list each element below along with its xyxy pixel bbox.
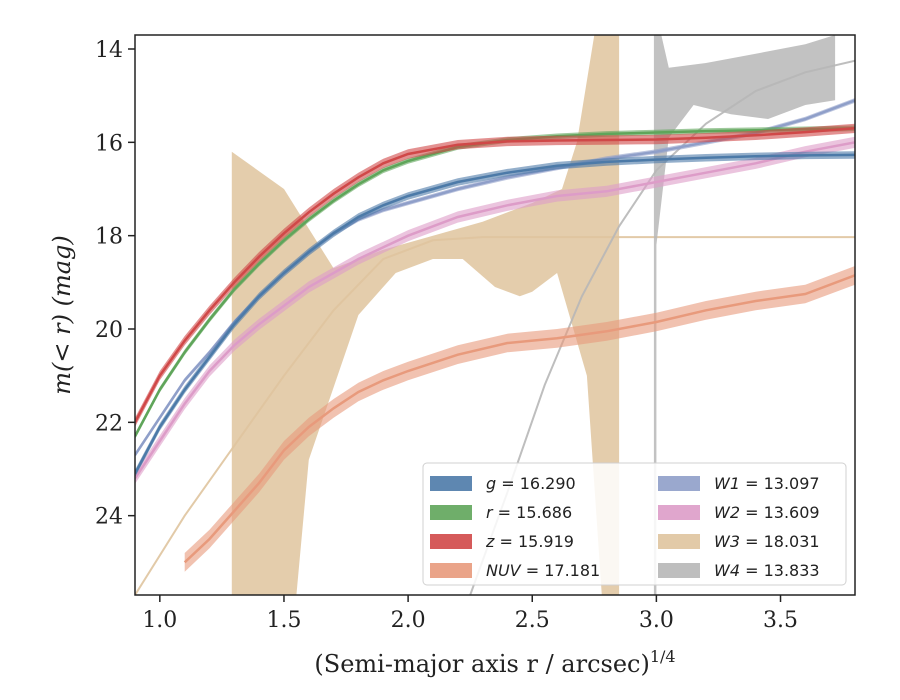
series-g-line bbox=[135, 153, 855, 475]
series-w4-band bbox=[653, 35, 836, 595]
series-w3-line bbox=[135, 236, 855, 595]
x-tick-label: 3.0 bbox=[639, 608, 674, 633]
y-tick-label: 20 bbox=[95, 318, 123, 343]
series-nuv bbox=[183, 266, 855, 572]
series-w1-line bbox=[135, 99, 855, 456]
legend-swatch-w2 bbox=[658, 505, 700, 520]
legend-entry-z: z = 15.919 bbox=[430, 532, 574, 551]
legend-entry-w4: W4 = 13.833 bbox=[658, 561, 820, 580]
x-tick-label: 1.0 bbox=[142, 608, 177, 633]
legend-label-r: r = 15.686 bbox=[486, 503, 572, 522]
legend-label-w2: W2 = 13.609 bbox=[714, 503, 820, 522]
y-tick-label: 24 bbox=[95, 505, 123, 530]
legend-swatch-r bbox=[430, 505, 472, 520]
series-w3-band bbox=[231, 35, 620, 595]
legend-entry-w3: W3 = 18.031 bbox=[658, 532, 820, 551]
legend-swatch-w4 bbox=[658, 563, 700, 578]
legend-frame bbox=[422, 462, 847, 586]
series-layer bbox=[135, 35, 855, 595]
legend-swatch-w3 bbox=[658, 534, 700, 549]
legend-entry-nuv: NUV = 17.181 bbox=[430, 561, 600, 580]
legend-label-w3: W3 = 18.031 bbox=[714, 532, 820, 551]
x-tick-label: 2.0 bbox=[391, 608, 426, 633]
legend-label-z: z = 15.919 bbox=[485, 532, 574, 551]
legend-label-g: g = 16.290 bbox=[486, 474, 576, 493]
legend-label-w4: W4 = 13.833 bbox=[714, 561, 820, 580]
series-g bbox=[135, 151, 855, 478]
ticks-layer: 1.0 1.5 2.0 2.5 3.0 3.5 14 16 18 20 22 24 bbox=[95, 38, 798, 633]
series-r-line bbox=[135, 127, 855, 437]
series-z bbox=[135, 123, 855, 427]
x-tick-label: 1.5 bbox=[266, 608, 301, 633]
y-tick-label: 18 bbox=[95, 225, 123, 250]
x-tick-label: 2.5 bbox=[515, 608, 550, 633]
series-w2 bbox=[135, 136, 855, 484]
y-axis-label: m(< r) (mag) bbox=[48, 235, 76, 394]
legend-entry-g: g = 16.290 bbox=[430, 474, 576, 493]
x-tick-label: 3.5 bbox=[763, 608, 798, 633]
series-r bbox=[135, 125, 855, 440]
plot-frame bbox=[134, 34, 856, 596]
x-axis-label-sup: 1/4 bbox=[650, 647, 676, 666]
legend-swatch-z bbox=[430, 534, 472, 549]
legend-swatch-g bbox=[430, 476, 472, 491]
series-w4 bbox=[469, 35, 855, 595]
x-axis-label-text: (Semi-major axis r / arcsec) bbox=[314, 650, 649, 678]
y-tick-label: 14 bbox=[95, 38, 123, 63]
series-z-line bbox=[135, 127, 855, 423]
series-w4-line bbox=[469, 59, 855, 595]
legend-label-nuv: NUV = 17.181 bbox=[486, 561, 600, 580]
legend-swatch-w1 bbox=[658, 476, 700, 491]
x-axis-label: (Semi-major axis r / arcsec)1/4 bbox=[314, 647, 675, 678]
legend-entry-r: r = 15.686 bbox=[430, 503, 572, 522]
legend-entry-w2: W2 = 13.609 bbox=[658, 503, 820, 522]
series-w3 bbox=[135, 35, 855, 595]
legend-entry-w1: W1 = 13.097 bbox=[658, 474, 820, 493]
legend-label-w1: W1 = 13.097 bbox=[714, 474, 820, 493]
y-tick-label: 16 bbox=[95, 131, 123, 156]
legend: g = 16.290 r = 15.686 z = 15.919 NUV = 17.1… bbox=[422, 462, 847, 586]
y-tick-label: 22 bbox=[95, 411, 123, 436]
series-nuv-line bbox=[183, 274, 855, 564]
series-w2-line bbox=[135, 141, 855, 479]
legend-swatch-nuv bbox=[430, 563, 472, 578]
